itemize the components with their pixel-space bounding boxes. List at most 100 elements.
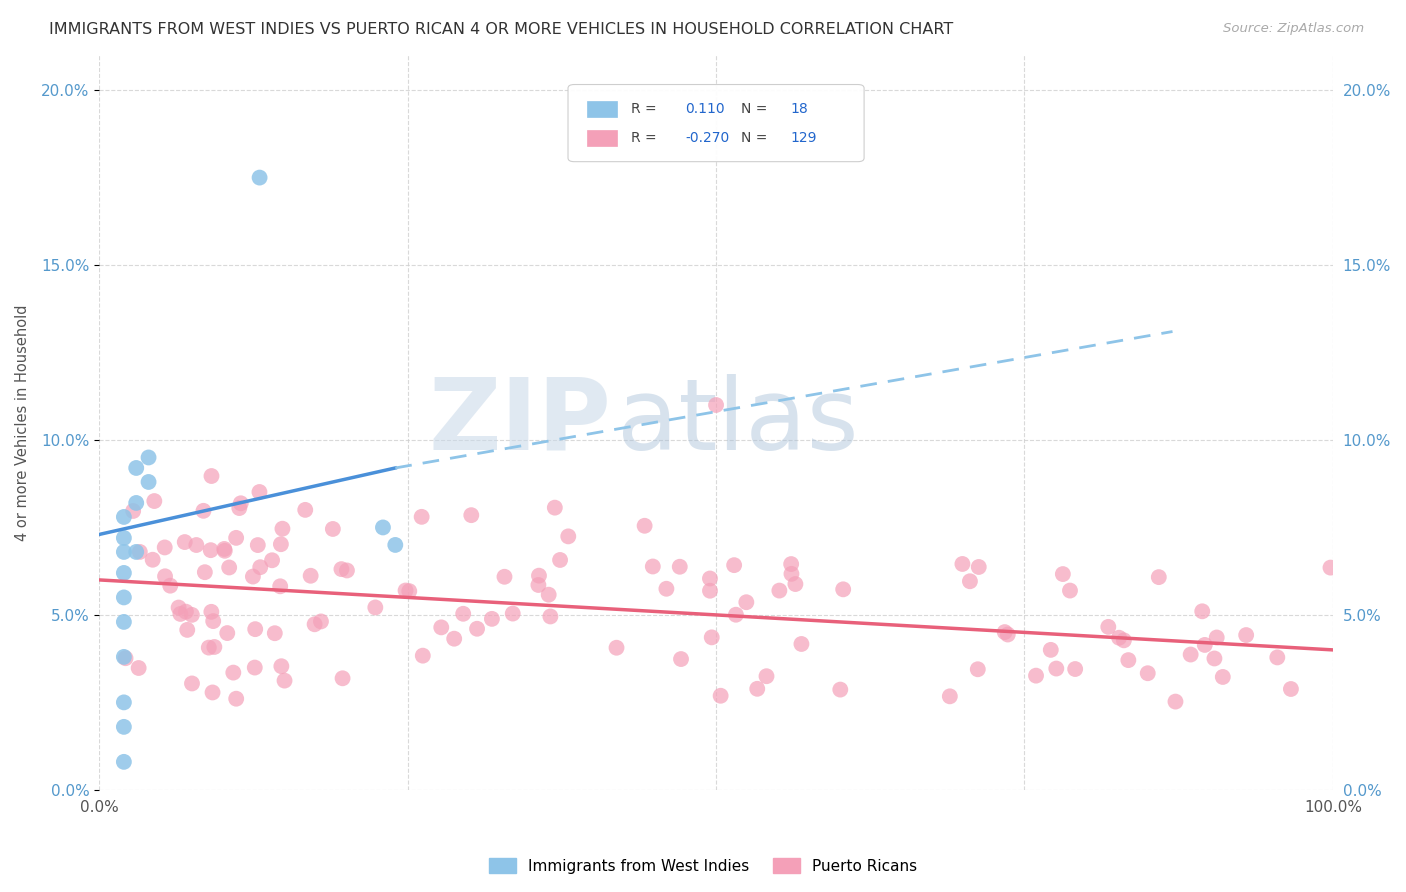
Point	[1164, 695, 1187, 709]
Point	[699, 583, 721, 598]
Point	[142, 553, 165, 567]
Point	[217, 626, 239, 640]
Point	[167, 600, 190, 615]
Point	[527, 578, 550, 592]
Point	[112, 510, 135, 524]
Point	[143, 494, 166, 508]
Point	[412, 648, 434, 663]
Point	[1180, 648, 1202, 662]
Point	[966, 662, 988, 676]
Point	[967, 560, 990, 574]
Point	[138, 475, 160, 489]
Point	[269, 579, 291, 593]
Point	[527, 568, 550, 582]
Point	[153, 541, 176, 555]
Point	[832, 582, 855, 597]
Point	[1265, 650, 1288, 665]
Point	[228, 501, 250, 516]
Point	[700, 631, 723, 645]
Point	[605, 640, 627, 655]
Point	[112, 531, 135, 545]
Y-axis label: 4 or more Vehicles in Household: 4 or more Vehicles in Household	[15, 304, 30, 541]
Point	[1064, 662, 1087, 676]
Point	[704, 398, 727, 412]
Point	[1234, 628, 1257, 642]
Point	[557, 529, 579, 543]
Point	[669, 652, 692, 666]
Point	[200, 605, 222, 619]
Point	[668, 559, 690, 574]
Point	[214, 543, 236, 558]
Point	[270, 537, 292, 551]
Point	[159, 579, 181, 593]
Point	[443, 632, 465, 646]
Point	[200, 543, 222, 558]
Point	[270, 659, 292, 673]
Point	[699, 572, 721, 586]
Point	[176, 623, 198, 637]
Point	[273, 673, 295, 688]
Legend: Immigrants from West Indies, Puerto Ricans: Immigrants from West Indies, Puerto Rica…	[482, 852, 924, 880]
Point	[112, 545, 135, 559]
Point	[710, 689, 733, 703]
Point	[294, 503, 316, 517]
Point	[112, 566, 135, 580]
Point	[1112, 633, 1135, 648]
Point	[186, 538, 208, 552]
Point	[262, 553, 284, 567]
Point	[322, 522, 344, 536]
Point	[299, 568, 322, 582]
Point	[1191, 604, 1213, 618]
Point	[1204, 651, 1226, 665]
Point	[394, 583, 416, 598]
Point	[112, 695, 135, 709]
Point	[169, 607, 191, 621]
FancyBboxPatch shape	[586, 101, 617, 117]
Point	[780, 557, 803, 571]
Point	[249, 485, 271, 500]
Text: 18: 18	[790, 102, 808, 116]
Point	[768, 583, 790, 598]
Point	[830, 682, 852, 697]
Point	[309, 615, 332, 629]
Point	[249, 170, 271, 185]
Point	[112, 649, 135, 664]
Point	[502, 607, 524, 621]
Point	[194, 565, 217, 579]
Point	[112, 591, 135, 605]
Point	[181, 676, 204, 690]
Point	[451, 607, 474, 621]
Point	[125, 461, 148, 475]
Point	[153, 569, 176, 583]
Point	[225, 531, 247, 545]
Point	[202, 614, 225, 628]
Point	[1319, 560, 1341, 574]
Point	[1025, 668, 1047, 682]
Point	[1108, 631, 1130, 645]
Point	[655, 582, 678, 596]
FancyBboxPatch shape	[586, 130, 617, 146]
Point	[332, 671, 354, 685]
Text: N =: N =	[741, 102, 772, 116]
Text: 129: 129	[790, 131, 817, 145]
FancyBboxPatch shape	[568, 85, 865, 161]
Text: 0.110: 0.110	[685, 102, 725, 116]
Point	[544, 500, 567, 515]
Point	[112, 755, 135, 769]
Point	[1136, 666, 1159, 681]
Point	[174, 605, 197, 619]
Point	[1205, 631, 1227, 645]
Point	[245, 622, 267, 636]
Point	[128, 545, 150, 559]
Point	[364, 600, 387, 615]
Point	[460, 508, 482, 523]
Point	[201, 685, 224, 699]
Point	[723, 558, 745, 573]
Text: IMMIGRANTS FROM WEST INDIES VS PUERTO RICAN 4 OR MORE VEHICLES IN HOUSEHOLD CORR: IMMIGRANTS FROM WEST INDIES VS PUERTO RI…	[49, 22, 953, 37]
Text: atlas: atlas	[617, 374, 859, 471]
Point	[465, 622, 488, 636]
Point	[481, 612, 503, 626]
Text: N =: N =	[741, 131, 772, 145]
Point	[537, 588, 560, 602]
Point	[1118, 653, 1140, 667]
